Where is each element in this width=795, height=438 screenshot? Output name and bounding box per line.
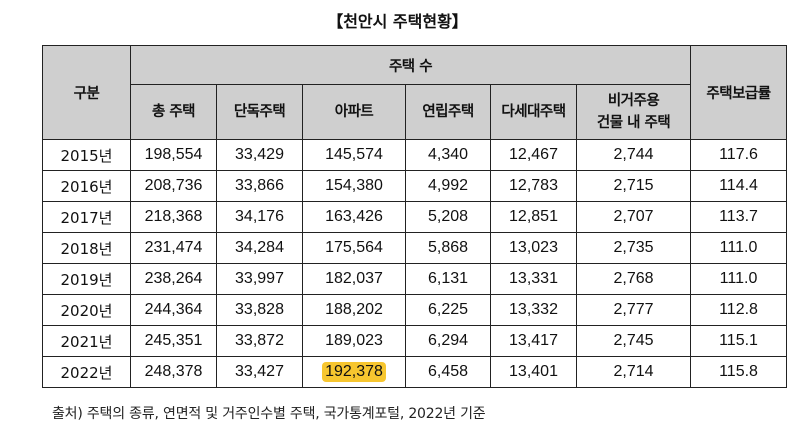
cell-non-residential: 2,715 [575,170,692,202]
cell-multi-family: 13,401 [490,356,577,388]
cell-row-house: 6,131 [405,263,491,295]
header-multi-family: 다세대주택 [490,84,577,140]
cell-detached: 34,176 [216,201,303,233]
table-row: 2019년 238,264 33,997 182,037 6,131 13,331 2,76… [42,263,788,295]
cell-non-residential: 2,707 [575,201,692,233]
cell-year: 2019년 [42,263,131,295]
cell-rate: 112.8 [690,294,788,326]
cell-multi-family: 13,023 [490,232,577,264]
cell-multi-family: 13,417 [490,325,577,357]
cell-apartment: 175,564 [302,232,406,264]
cell-row-house: 4,340 [405,139,491,171]
cell-total: 244,364 [130,294,217,326]
cell-apartment: 154,380 [302,170,406,202]
cell-year: 2017년 [42,201,131,233]
cell-detached: 33,997 [216,263,303,295]
cell-total: 238,264 [130,263,217,295]
cell-detached: 33,828 [216,294,303,326]
cell-apartment: 182,037 [302,263,406,295]
header-apartment: 아파트 [302,84,406,140]
cell-year: 2020년 [42,294,131,326]
header-total-housing: 총 주택 [130,84,217,140]
cell-total: 245,351 [130,325,217,357]
cell-rate: 115.1 [690,325,788,357]
header-row-house: 연립주택 [405,84,491,140]
cell-apartment: 192,378 [302,356,406,388]
cell-year: 2021년 [42,325,131,357]
table-row: 2020년 244,364 33,828 188,202 6,225 13,332 2,77… [42,294,788,326]
cell-row-house: 5,868 [405,232,491,264]
source-note: 출처) 주택의 종류, 연면적 및 거주인수별 주택, 국가통계포털, 2022… [52,406,486,422]
cell-rate: 117.6 [690,139,788,171]
cell-rate: 111.0 [690,232,788,264]
table-row: 2021년 245,351 33,872 189,023 6,294 13,417 2,74… [42,325,788,357]
cell-row-house: 6,294 [405,325,491,357]
cell-total: 248,378 [130,356,217,388]
cell-non-residential: 2,714 [575,356,692,388]
cell-detached: 33,427 [216,356,303,388]
cell-detached: 34,284 [216,232,303,264]
cell-row-house: 6,225 [405,294,491,326]
cell-total: 198,554 [130,139,217,171]
table-body: 2015년 198,554 33,429 145,574 4,340 12,467 2,74… [42,139,788,388]
cell-multi-family: 13,331 [490,263,577,295]
cell-non-residential: 2,744 [575,139,692,171]
cell-total: 208,736 [130,170,217,202]
cell-year: 2018년 [42,232,131,264]
cell-detached: 33,429 [216,139,303,171]
cell-total: 218,368 [130,201,217,233]
cell-detached: 33,872 [216,325,303,357]
table-row: 2018년 231,474 34,284 175,564 5,868 13,023 2,73… [42,232,788,264]
cell-non-residential: 2,735 [575,232,692,264]
cell-multi-family: 12,783 [490,170,577,202]
cell-apartment: 188,202 [302,294,406,326]
cell-total: 231,474 [130,232,217,264]
table-row: 2017년 218,368 34,176 163,426 5,208 12,851 2,70… [42,201,788,233]
header-housing-count: 주택 수 [129,45,692,85]
highlighted-value: 192,378 [322,362,386,382]
cell-non-residential: 2,777 [575,294,692,326]
cell-multi-family: 12,851 [490,201,577,233]
cell-year: 2015년 [42,139,131,171]
cell-rate: 115.8 [690,356,788,388]
cell-apartment: 145,574 [302,139,406,171]
cell-row-house: 4,992 [405,170,491,202]
cell-detached: 33,866 [216,170,303,202]
cell-non-residential: 2,768 [575,263,692,295]
cell-rate: 114.4 [690,170,788,202]
header-detached: 단독주택 [216,84,303,140]
housing-status-table: 구분 주택 수 주택보급률 총 주택 단독주택 아파트 연립주택 다세대주택 비… [42,45,788,388]
cell-year: 2022년 [42,356,131,388]
cell-multi-family: 13,332 [490,294,577,326]
cell-non-residential: 2,745 [575,325,692,357]
cell-year: 2016년 [42,170,131,202]
header-division: 구분 [42,45,131,140]
cell-multi-family: 12,467 [490,139,577,171]
cell-apartment: 163,426 [302,201,406,233]
table-row: 2016년 208,736 33,866 154,380 4,992 12,783 2,71… [42,170,788,202]
table-title: 【천안시 주택현황】 [327,12,468,31]
table-row: 2022년 248,378 33,427 192,378 6,458 13,401 2,71… [42,356,788,388]
cell-rate: 113.7 [690,201,788,233]
cell-row-house: 6,458 [405,356,491,388]
header-supply-rate: 주택보급률 [690,45,788,140]
cell-row-house: 5,208 [405,201,491,233]
cell-apartment: 189,023 [302,325,406,357]
header-non-residential: 비거주용 건물 내 주택 [575,84,692,140]
cell-rate: 111.0 [690,263,788,295]
table-row: 2015년 198,554 33,429 145,574 4,340 12,467 2,74… [42,139,788,171]
